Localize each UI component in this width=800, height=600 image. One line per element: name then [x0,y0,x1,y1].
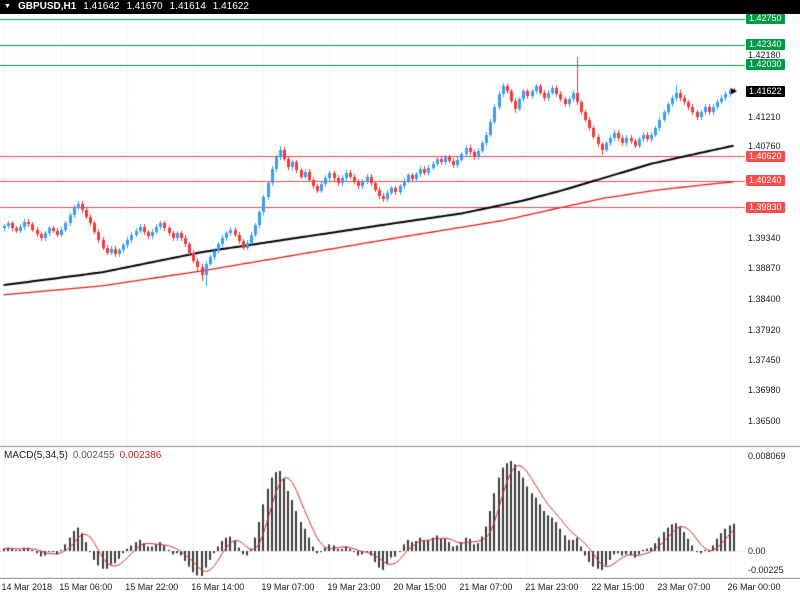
price-tick-1.40760: 1.40760 [748,141,781,151]
macd-axis-tick: -0.00225 [748,565,784,575]
time-tick: 21 Mar 23:00 [525,582,579,592]
price-tick-1.41210: 1.41210 [748,112,781,122]
ohlc-low: 1.41614 [169,1,206,12]
price-tick-1.39340: 1.39340 [748,233,781,243]
time-tick: 16 Mar 14:00 [191,582,245,592]
symbol-timeframe-label: GBPUSD,H1 [17,1,77,12]
time-tick: 21 Mar 07:00 [459,582,513,592]
time-tick: 14 Mar 2018 [1,582,53,592]
macd-axis-tick: 0.00 [748,546,766,556]
time-tick: 22 Mar 15:00 [591,582,645,592]
price-axis[interactable]: 1.42750 1.42340 1.42180 1.42030 1.41622 1.412… [746,0,800,578]
time-tick: 15 Mar 06:00 [59,582,113,592]
macd-signal-value: 0.002386 [119,450,162,461]
price-tick-1.37920: 1.37920 [748,325,781,335]
price-tick-1.36500: 1.36500 [748,416,781,426]
ohlc-open: 1.41642 [83,1,120,12]
time-tick: 23 Mar 07:00 [657,582,711,592]
price-tick-1.41622: 1.41622 [746,86,785,97]
price-tick-1.37450: 1.37450 [748,355,781,365]
chart-header-bar: ▼ GBPUSD,H1 1.41642 1.41670 1.41614 1.41… [0,0,800,14]
price-tick-1.40620: 1.40620 [746,151,785,162]
price-tick-1.42030: 1.42030 [746,59,785,70]
price-tick-1.38400: 1.38400 [748,294,781,304]
time-tick: 15 Mar 22:00 [125,582,179,592]
time-tick: 26 Mar 00:00 [727,582,781,592]
time-tick: 19 Mar 07:00 [261,582,315,592]
time-tick: 20 Mar 15:00 [393,582,447,592]
price-tick-1.42340: 1.42340 [746,39,785,50]
macd-axis-tick: 0.008069 [748,451,786,461]
price-tick-1.42750: 1.42750 [746,13,785,24]
macd-name: MACD(5,34,5) [4,450,68,461]
price-tick-1.38870: 1.38870 [748,263,781,273]
ohlc-close: 1.41622 [212,1,249,12]
price-tick-1.36980: 1.36980 [748,385,781,395]
time-axis[interactable]: 14 Mar 2018 15 Mar 06:00 15 Mar 22:00 16 Ma… [0,579,800,600]
chart-marker-icon: ▼ [4,3,11,10]
price-tick-1.39830: 1.39830 [746,202,785,213]
ohlc-high: 1.41670 [126,1,163,12]
price-tick-1.42180: 1.42180 [748,50,781,60]
price-tick-1.40240: 1.40240 [746,175,785,186]
time-tick: 19 Mar 23:00 [327,582,381,592]
macd-indicator-label: MACD(5,34,5) 0.002455 0.002386 [4,450,161,461]
macd-value: 0.002455 [72,450,115,461]
